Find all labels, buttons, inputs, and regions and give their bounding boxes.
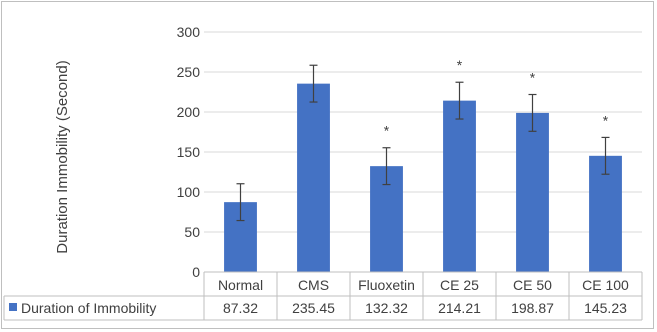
significance-star: * bbox=[384, 123, 390, 139]
legend-label: Duration of Immobility bbox=[21, 300, 156, 316]
y-tick-label: 250 bbox=[177, 64, 201, 80]
data-value-label: 198.87 bbox=[511, 300, 554, 316]
bar-ce-100 bbox=[589, 155, 622, 272]
x-category-label: Fluoxetin bbox=[358, 277, 415, 293]
data-value-label: 132.32 bbox=[365, 300, 408, 316]
y-tick-label: 50 bbox=[184, 224, 200, 240]
legend-swatch bbox=[9, 303, 17, 311]
bar-ce-25 bbox=[443, 100, 476, 273]
data-value-label: 235.45 bbox=[292, 300, 335, 316]
x-category-label: Normal bbox=[218, 277, 263, 293]
x-category-label: CE 25 bbox=[440, 277, 479, 293]
data-table: Normal CMS Fluoxetin CE 25 CE 50 CE 100 Durati… bbox=[3, 271, 643, 321]
significance-markers: * * * * bbox=[384, 57, 609, 139]
y-tick-label: 300 bbox=[177, 24, 201, 40]
significance-star: * bbox=[457, 57, 463, 73]
y-tick-labels: 0 50 100 150 200 250 300 bbox=[177, 24, 201, 280]
y-axis-label: Duration Immobility (Second) bbox=[54, 60, 71, 253]
y-tick-label: 0 bbox=[192, 264, 200, 280]
x-category-label: CE 100 bbox=[582, 277, 629, 293]
significance-star: * bbox=[603, 112, 609, 128]
bar-cms bbox=[297, 83, 330, 272]
y-tick-label: 200 bbox=[177, 104, 201, 120]
y-tick-label: 150 bbox=[177, 144, 201, 160]
data-value-label: 214.21 bbox=[438, 300, 481, 316]
x-category-label: CE 50 bbox=[513, 277, 552, 293]
x-category-label: CMS bbox=[298, 277, 329, 293]
error-bars bbox=[236, 64, 610, 222]
bar-ce-50 bbox=[516, 112, 549, 273]
gridlines bbox=[204, 31, 642, 233]
data-value-label: 87.32 bbox=[223, 300, 258, 316]
y-tick-label: 100 bbox=[177, 184, 201, 200]
significance-star: * bbox=[530, 70, 536, 86]
data-value-label: 145.23 bbox=[584, 300, 627, 316]
